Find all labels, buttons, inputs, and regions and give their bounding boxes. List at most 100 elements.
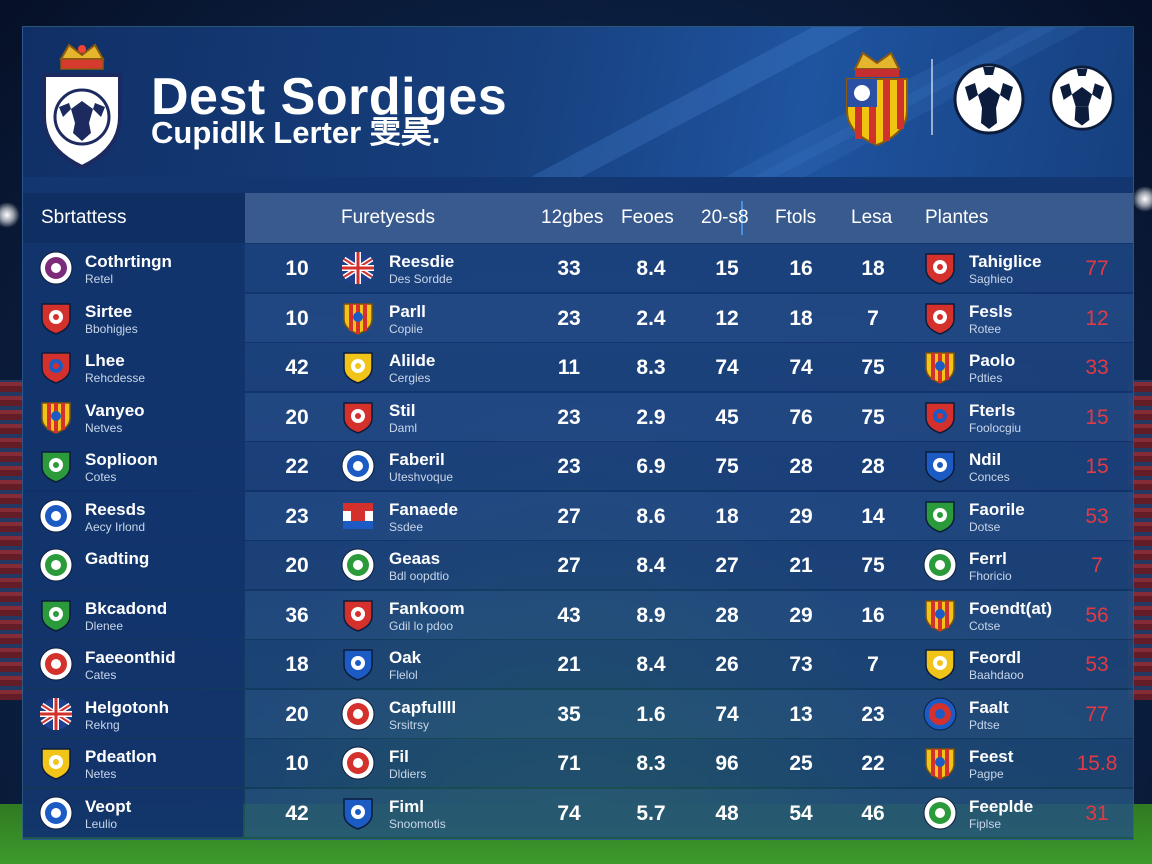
white-blue-roundel-icon — [341, 449, 375, 483]
left-club-name: Cothrtingn — [85, 252, 172, 271]
stat-c3: 74 — [715, 356, 739, 379]
table-row[interactable]: Pdeatlon Netes 10 Fil Dldiers 71 8.3 96 25 22 Fees… — [23, 738, 1133, 788]
stat-c5: 16 — [861, 603, 885, 627]
red-yellow-striped-shield-icon — [923, 350, 957, 384]
stat-c4: 29 — [789, 504, 813, 528]
right-value: 53 — [1085, 504, 1109, 528]
table-row[interactable]: Gadting 20 Geaas Bdl oopdtio 27 8.4 27 21 75 Ferr… — [23, 540, 1133, 590]
team-sub: Dldiers — [389, 767, 427, 781]
team-sub: Gdil lo pdoo — [389, 618, 454, 633]
left-club-sub: Cotes — [85, 470, 117, 484]
left-club-name: Reesds — [85, 499, 146, 519]
team-sub: Flelol — [389, 668, 418, 682]
red-blue-stripe-ball-icon — [923, 697, 957, 731]
team-name: Fil — [389, 747, 409, 766]
right-club-name: Ferrl — [969, 549, 1007, 568]
stat-c5: 7 — [867, 306, 879, 330]
stat-c4: 74 — [789, 356, 813, 379]
stat-c1: 23 — [557, 306, 581, 330]
right-value: 7 — [1091, 554, 1103, 577]
left-club-sub: Leulio — [85, 816, 118, 831]
team-name: Faberil — [389, 450, 445, 469]
stat-c1: 74 — [557, 801, 581, 825]
stadium-light — [1132, 186, 1152, 212]
right-value: 15 — [1085, 405, 1109, 429]
stat-c4: 25 — [789, 752, 813, 775]
stat-c3: 96 — [715, 752, 739, 775]
rank-value: 20 — [285, 702, 309, 726]
right-club-name: Paolo — [969, 351, 1016, 370]
right-value: 33 — [1085, 356, 1109, 379]
left-club-sub: Retel — [85, 272, 114, 286]
stat-c5: 18 — [861, 257, 885, 280]
red-yellow-striped-badge-icon — [39, 400, 73, 434]
stat-c4: 18 — [789, 306, 813, 330]
table-row[interactable]: Lhee Rehcdesse 42 Alilde Cergies 11 8.3 74 74 75 P… — [23, 342, 1133, 392]
stat-c2: 8.6 — [636, 504, 666, 528]
table-row[interactable]: Bkcadond Dlenee 36 Fankoom Gdil lo pdoo 43 8.9… — [23, 590, 1133, 640]
stat-c3: 28 — [715, 603, 739, 627]
table-row[interactable]: Helgotonh Rekng 20 Capfullll Srsitrsy 35 1.6 74… — [23, 689, 1133, 739]
left-club-sub: Bbohigjes — [85, 321, 138, 336]
rank-value: 10 — [285, 257, 309, 280]
left-club-name: Vanyeo — [85, 400, 145, 420]
right-club-sub: Saghieo — [969, 272, 1014, 286]
red-crest-icon — [341, 400, 375, 434]
red-white-roundel-badge-icon — [39, 647, 73, 681]
team-name: Parll — [389, 301, 426, 321]
right-club-name: Faorile — [969, 499, 1025, 519]
rank-value: 20 — [285, 405, 309, 429]
red-white-shield-icon — [923, 251, 957, 285]
stat-c4: 29 — [789, 603, 813, 627]
team-sub: Des Sordde — [389, 272, 453, 286]
rank-value: 36 — [285, 603, 309, 627]
blue-roundel-badge-icon — [39, 796, 73, 830]
red-white-blue-roundel-icon — [341, 697, 375, 731]
football-icon — [1049, 65, 1115, 131]
header-divider — [931, 59, 933, 135]
table-row[interactable]: Sirtee Bbohigjes 10 Parll Copiie 23 2.4 12 18 7 Fe… — [23, 293, 1133, 343]
stat-c1: 27 — [557, 504, 581, 528]
left-club-sub: Rekng — [85, 717, 120, 732]
purple-ring-badge-icon — [39, 251, 73, 285]
table-row[interactable]: Veopt Leulio 42 Fiml Snoomotis 74 5.7 48 54 46 Fee… — [23, 788, 1133, 838]
right-club-name: Tahiglice — [969, 252, 1042, 271]
white-blue-shield-icon — [341, 647, 375, 681]
table-row[interactable]: Faeeonthid Cates 18 Oak Flelol 21 8.4 26 73 7 Feor… — [23, 639, 1133, 689]
red-yellow-striped-shield-icon — [923, 746, 957, 780]
column-header-label: Sbrtattess — [41, 207, 127, 228]
table-row[interactable]: Soplioon Cotes 22 Faberil Uteshvoque 23 6.9 75 2… — [23, 441, 1133, 491]
team-name: Geaas — [389, 549, 441, 568]
stat-c2: 8.4 — [636, 257, 666, 280]
red-yellow-striped-shield-icon — [923, 598, 957, 632]
right-value: 56 — [1085, 603, 1109, 627]
left-club-name: Pdeatlon — [85, 747, 157, 766]
crowd — [0, 380, 24, 700]
team-sub: Bdl oopdtio — [389, 569, 450, 583]
red-yellow-striped-shield-icon — [341, 301, 375, 335]
right-club-name: Foendt(at) — [969, 598, 1053, 618]
stat-c5: 75 — [861, 554, 885, 577]
stat-c3: 75 — [715, 455, 739, 478]
table-row[interactable]: Vanyeo Netves 20 Stil Daml 23 2.9 45 76 75 Fterls F… — [23, 392, 1133, 442]
yellow-red-crest-icon — [923, 647, 957, 681]
team-sub: Daml — [389, 420, 418, 435]
stat-c2: 2.4 — [636, 306, 666, 330]
right-value: 53 — [1085, 653, 1109, 676]
team-name: Stil — [389, 400, 416, 420]
table-row[interactable]: Reesds Aecy Irlond 23 Fanaede Ssdee 27 8.6 18 29… — [23, 491, 1133, 541]
stat-c1: 23 — [557, 405, 581, 429]
stat-c3: 18 — [715, 504, 739, 528]
stat-c2: 6.9 — [636, 455, 666, 478]
stat-c3: 15 — [715, 257, 739, 280]
column-header-team: Furetyesds — [341, 207, 435, 228]
yellow-crest-badge-icon — [39, 746, 73, 780]
rank-value: 42 — [285, 356, 309, 379]
stat-c2: 1.6 — [636, 702, 666, 726]
rank-value: 22 — [285, 455, 309, 478]
table-row[interactable]: Cothrtingn Retel 10 Reesdie Des Sordde 33 8.4 1… — [23, 243, 1133, 293]
rank-value: 20 — [285, 554, 309, 577]
left-club-name: Veopt — [85, 796, 132, 816]
team-name: Fanaede — [389, 499, 458, 519]
rank-value: 42 — [285, 801, 309, 825]
